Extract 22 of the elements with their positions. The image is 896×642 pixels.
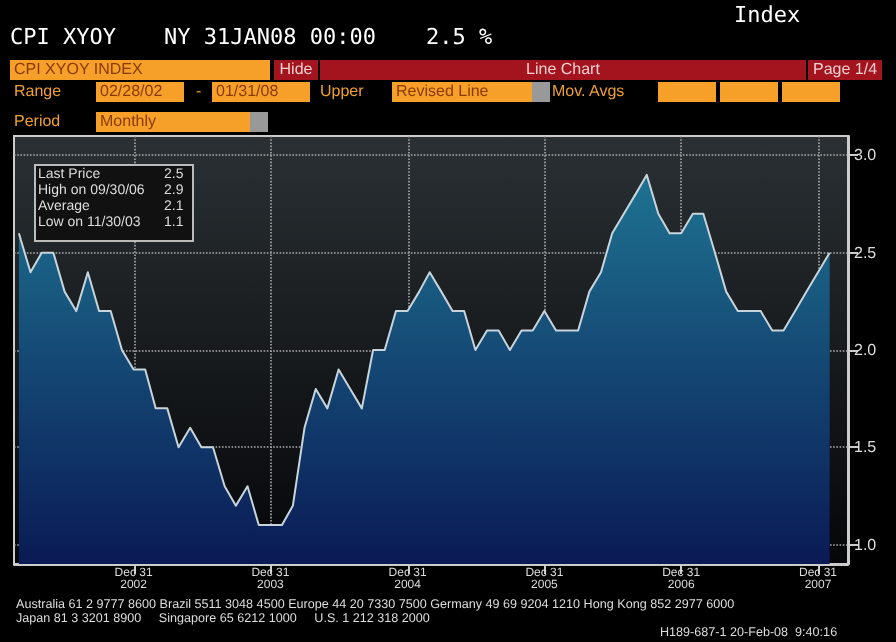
text: Mov. Avgs: [552, 82, 625, 102]
text: 02/28/02: [96, 82, 184, 102]
y-tick-label: 2.5: [854, 243, 878, 262]
text: Index: [734, 2, 801, 28]
y-tick-label: 3.0: [854, 146, 878, 165]
text: Period: [14, 112, 61, 132]
text: 01/31/08: [212, 82, 310, 102]
text: Revised Line: [392, 82, 532, 102]
y-tick-label: 1.5: [854, 438, 878, 457]
text: Hide: [274, 60, 318, 80]
text: Monthly: [96, 112, 268, 132]
text: Upper: [320, 82, 364, 102]
y-tick-label: 2.0: [854, 341, 878, 359]
text: Range: [14, 82, 62, 102]
text: 2.5 %: [426, 24, 493, 50]
text: Line Chart: [320, 60, 806, 80]
y-tick-label: 1.0: [854, 535, 878, 554]
text: CPI XYOY INDEX: [10, 60, 270, 80]
chart-title: CPI XYOY: [10, 24, 116, 50]
chart-subtitle: NY 31JAN08 00:00: [164, 24, 376, 50]
text: -: [196, 82, 202, 102]
text: Page 1/4: [808, 60, 882, 80]
